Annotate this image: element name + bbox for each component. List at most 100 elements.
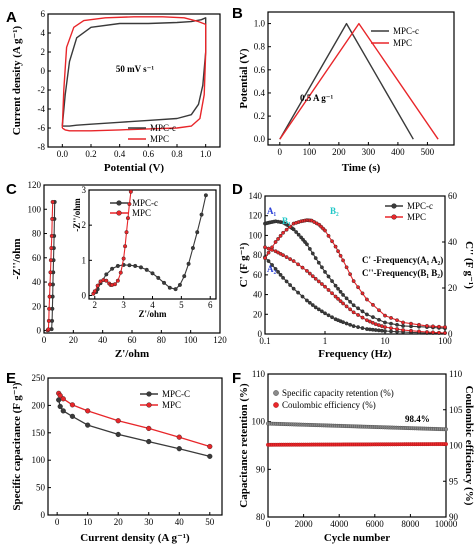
f-x-tick-label: 10000: [435, 519, 458, 529]
c-inset-x-tick-label: 4: [150, 300, 155, 310]
d-series-mpc-cdoubleprime-point: [431, 324, 435, 329]
panel-e: E 0 10 20 30 40 50 Current density (A g⁻¹) 0 50 10…: [6, 370, 223, 544]
panel-c: C0 20 40 60 80 100 120Z'/ohm020406080100120-Z'…: [6, 180, 227, 360]
d-series-mpc-cprime-point: [401, 328, 405, 332]
d-series-mpc-cdoubleprime-point: [360, 291, 365, 296]
d-series-mpc-c-cdoubleprime-point: [316, 260, 321, 265]
c-inset-mpc-point: [115, 278, 120, 283]
e-series-mpc-c-point: [85, 422, 91, 428]
d-series-mpc-c-cprime-point: [288, 283, 293, 287]
e-legend-marker: [146, 391, 152, 397]
f-series-efficiency-point: [444, 442, 448, 447]
b-series-mpc-c-line: [279, 22, 414, 140]
c-y-tick-label: 40: [32, 277, 42, 287]
d-series-mpc-cdoubleprime-point: [288, 224, 293, 229]
e-series-mpc-c-point: [60, 408, 66, 414]
e-series-mpc-point: [85, 408, 91, 414]
b-x-tick-label: 100: [303, 147, 317, 157]
d-series-mpc-c-cdoubleprime-point: [348, 299, 353, 304]
d-series-mpc-cprime-point: [300, 265, 305, 270]
a-scan-rate-annotation: 50 mV s⁻¹: [116, 64, 155, 74]
d-series-mpc-cprime-point: [326, 288, 331, 292]
a-x-axis-label: Potential (V): [104, 162, 165, 174]
d-annotation-a2: A₂: [267, 264, 276, 274]
d-series-mpc-c-cdoubleprime-point: [383, 320, 387, 325]
panel-letter-d: D: [232, 181, 243, 198]
d-series-mpc-cdoubleprime-point: [365, 297, 369, 302]
e-series-mpc-point: [60, 396, 66, 402]
d-series-mpc-c-cprime-point: [341, 320, 345, 325]
d-series-mpc-c-cprime-point: [300, 294, 305, 299]
e-y-tick-label: 250: [32, 373, 46, 383]
panel-letter-a: A: [6, 9, 17, 26]
c-series-mpc-point: [46, 327, 51, 332]
c-inset-mpc-point: [95, 283, 100, 288]
d-series-mpc-c-cprime-point: [296, 290, 300, 295]
f-series-retention-point: [444, 427, 448, 432]
f-y2-tick-label: 95: [449, 476, 459, 486]
d-series-mpc-cdoubleprime-point: [273, 240, 278, 244]
d-series-mpc-c-cprime-point: [356, 325, 360, 329]
c-inset-mpc-point: [121, 256, 126, 261]
b-x-tick-label: 400: [391, 147, 405, 157]
a-y-tick-label: -6: [38, 123, 46, 133]
panel-a: A 0.0 0.2 0.4 0.6 0.8 1.0 Potential (V) -8 -6 -4 -2…: [6, 9, 221, 174]
f-x-tick-label: 8000: [401, 519, 420, 529]
d-series-mpc-c-cprime-point: [276, 269, 280, 274]
a-x-tick-label: 1.0: [200, 149, 212, 159]
d-series-mpc-cdoubleprime-point: [389, 315, 393, 320]
d-series-mpc-cprime-point: [296, 262, 300, 267]
c-series-mpc-point: [49, 246, 54, 251]
a-y-tick-label: 4: [41, 28, 46, 38]
d-y2-tick-label: 0: [448, 329, 453, 339]
d-series-mpc-c-cdoubleprime-point: [356, 306, 360, 311]
d-annotation-cprime-frequency: C' -Frequency(A₁ A₂): [362, 255, 443, 265]
c-inset-x-tick-label: 5: [179, 300, 184, 310]
panel-letter-b: B: [232, 5, 243, 22]
d-series-mpc-cdoubleprime-point: [417, 322, 421, 327]
d-series-mpc-cdoubleprime-point: [425, 324, 429, 328]
c-inset-mpc-point: [125, 216, 130, 221]
e-legend-label: MPC: [162, 400, 181, 410]
d-series-mpc-c-cdoubleprime-point: [360, 309, 365, 314]
d-series-mpc-cdoubleprime-point: [383, 313, 387, 318]
d-series-mpc-cdoubleprime-point: [266, 250, 271, 255]
c-inset-mpc-c-point: [203, 193, 208, 198]
c-inset-x-tick-label: 3: [121, 300, 126, 310]
d-series-mpc-c-cdoubleprime-point: [313, 256, 318, 260]
panel-letter-f: F: [232, 370, 241, 387]
b-y-tick-label: 0.0: [254, 134, 266, 144]
c-inset-y-axis-label: -Z''/ohm: [72, 198, 82, 232]
d-x-tick-label: 0.1: [259, 336, 270, 346]
e-series-mpc-c-point: [207, 453, 213, 459]
d-series-mpc-c-cprime-point: [351, 324, 356, 329]
d-series-mpc-cdoubleprime-point: [437, 324, 441, 329]
c-inset-y-tick-label: 0: [82, 290, 87, 300]
e-series-mpc-point: [176, 434, 182, 440]
c-inset-mpc-c-point: [186, 261, 191, 266]
d-series-mpc-cdoubleprime-point: [263, 256, 267, 260]
c-y-tick-label: 60: [32, 253, 42, 263]
d-annotation-cdoubleprime-frequency: C''-Frequency(B₁ B₂): [362, 268, 443, 278]
c-series-mpc-point: [49, 233, 54, 238]
e-y-tick-label: 50: [36, 483, 46, 493]
a-y-tick-label: 2: [41, 47, 46, 57]
e-x-tick-label: 20: [114, 517, 124, 527]
panel-b: B 0 100 200 300 400 500 Time (s) 0.0 0.2 0.4 0.6 0.8…: [232, 5, 455, 174]
d-series-mpc-c-cprime-point: [320, 309, 324, 314]
c-x-tick-label: 100: [184, 335, 198, 345]
c-legend-label: MPC: [132, 208, 151, 218]
a-legend-label: MPC: [150, 134, 169, 144]
c-y-tick-label: 100: [28, 204, 42, 214]
e-x-tick-label: 10: [83, 517, 93, 527]
d-series-mpc-c-cprime-point: [323, 311, 327, 316]
b-legend-label: MPC: [393, 38, 412, 48]
c-series-mpc-point: [48, 282, 53, 287]
c-series-mpc-point: [50, 216, 55, 221]
d-series-mpc-cprime-point: [356, 313, 360, 317]
e-series-mpc-c-point: [69, 413, 76, 419]
d-plot-frame: [264, 195, 446, 335]
d-series-mpc-c-cdoubleprime-point: [338, 289, 343, 294]
e-legend-marker: [146, 402, 152, 408]
